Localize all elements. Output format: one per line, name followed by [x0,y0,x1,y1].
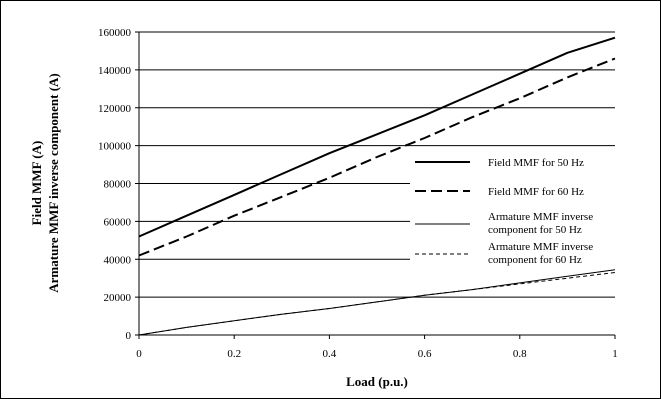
y-axis-title-line2: Armature MMF inverse component (A) [46,73,61,293]
y-tick-label-3: 60000 [104,216,132,228]
legend-box [410,148,660,266]
x-tick-label-1: 0.2 [227,348,241,360]
y-tick-label-4: 80000 [104,179,132,191]
y-tick-label-0: 0 [126,330,132,342]
legend-label-0: Field MMF for 50 Hz [488,157,584,169]
legend-label-3: Armature MMF inverse [488,241,593,253]
series-line-3 [138,272,616,336]
series-line-0 [138,36,616,238]
y-axis-title-line1: Field MMF (A) [29,141,44,226]
legend-label-1: Field MMF for 60 Hz [488,186,584,198]
series-lines [138,36,616,336]
x-tick-label-4: 0.8 [513,348,527,360]
legend-label-3-line2: component for 60 Hz [488,254,582,266]
y-tick-label-6: 120000 [98,103,132,115]
x-axis-title: Load (p.u.) [346,374,408,389]
x-tick-label-0: 0 [136,348,142,360]
x-tick-label-3: 0.6 [418,348,432,360]
x-tick-label-2: 0.4 [323,348,337,360]
legend-label-2-line2: component for 50 Hz [488,224,582,236]
axes: 0 20000 40000 60000 80000 100000 120000 140000 1… [98,27,618,360]
x-tick-label-5: 1 [612,348,618,360]
series-line-1 [138,57,616,257]
legend-label-2: Armature MMF inverse [488,211,593,223]
y-tick-label-2: 40000 [104,254,132,266]
y-tick-label-1: 20000 [104,292,132,304]
y-tick-label-5: 100000 [98,141,132,153]
y-tick-label-8: 160000 [98,27,132,39]
legend: Field MMF for 50 Hz Field MMF for 60 Hz Ar… [410,148,660,266]
y-tick-label-7: 140000 [98,65,132,77]
